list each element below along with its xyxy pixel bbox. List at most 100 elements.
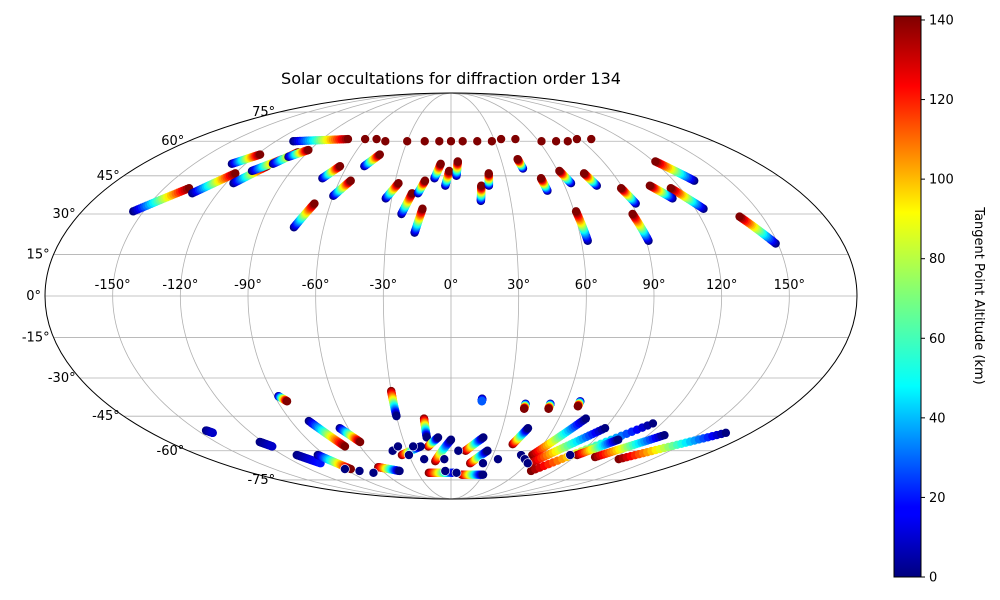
track-point bbox=[478, 470, 488, 479]
grid-meridian bbox=[112, 92, 452, 500]
track-point bbox=[660, 430, 669, 440]
track bbox=[424, 433, 443, 451]
occultation-point bbox=[434, 136, 445, 147]
track bbox=[555, 166, 576, 188]
track bbox=[289, 134, 353, 146]
occultation-point bbox=[536, 136, 547, 147]
longitude-tick-label: 150° bbox=[774, 278, 805, 293]
track bbox=[304, 416, 350, 451]
track-point bbox=[422, 433, 431, 442]
track bbox=[645, 181, 677, 203]
occultation-point bbox=[565, 450, 575, 460]
track-point bbox=[445, 166, 454, 176]
track bbox=[289, 199, 319, 232]
track-point bbox=[600, 423, 610, 433]
latitude-tick-label: 15° bbox=[27, 247, 50, 262]
track bbox=[441, 166, 454, 190]
colorbar-tick-label: 100 bbox=[929, 173, 954, 188]
track-point bbox=[513, 154, 522, 164]
occultation-point bbox=[572, 134, 582, 144]
track-point bbox=[519, 404, 529, 413]
track-point bbox=[340, 442, 350, 451]
track-point bbox=[395, 466, 404, 476]
longitude-tick-label: 120° bbox=[706, 278, 737, 293]
occultation-point bbox=[478, 458, 488, 469]
occultation-point bbox=[402, 136, 413, 147]
track-point bbox=[416, 442, 425, 451]
occultation-point bbox=[404, 450, 414, 460]
colorbar bbox=[893, 15, 922, 578]
occultation-point bbox=[451, 468, 462, 478]
occultation-point bbox=[371, 134, 382, 144]
track bbox=[544, 399, 555, 413]
track-point bbox=[355, 437, 365, 447]
tracks-layer bbox=[129, 134, 780, 479]
colorbar-tick-label: 0 bbox=[929, 571, 937, 586]
track-point bbox=[255, 150, 265, 159]
track-point bbox=[573, 402, 583, 411]
track bbox=[477, 394, 487, 406]
track bbox=[292, 450, 325, 468]
occultation-point bbox=[408, 441, 418, 452]
longitude-tick-label: -150° bbox=[95, 278, 131, 293]
occultation-point bbox=[493, 454, 503, 464]
track bbox=[360, 150, 385, 171]
occultation-point bbox=[586, 134, 597, 144]
track-point bbox=[418, 204, 427, 213]
occultation-point bbox=[419, 454, 429, 464]
track-point bbox=[616, 184, 626, 193]
track bbox=[430, 159, 445, 183]
latitude-tick-label: 45° bbox=[97, 169, 120, 184]
track bbox=[590, 430, 669, 462]
track bbox=[461, 433, 488, 455]
track-point bbox=[523, 423, 533, 433]
track bbox=[666, 184, 708, 213]
latitude-tick-label: -45° bbox=[92, 409, 120, 424]
longitude-tick-label: -60° bbox=[302, 278, 330, 293]
track bbox=[571, 207, 592, 245]
track bbox=[410, 204, 427, 237]
longitude-tick-label: 0° bbox=[444, 278, 459, 293]
longitude-tick-label: -120° bbox=[162, 278, 198, 293]
latitude-tick-label: -30° bbox=[48, 371, 76, 386]
track-point bbox=[446, 435, 456, 444]
occultation-point bbox=[360, 134, 370, 144]
track bbox=[526, 423, 610, 468]
track-point bbox=[343, 134, 353, 144]
track-point bbox=[420, 176, 430, 185]
track-point bbox=[571, 207, 581, 216]
latitude-tick-labels: -75° -60° -45° -30° -15° 0° 15° 30° 45° 60° 75° bbox=[22, 105, 275, 488]
track-point bbox=[208, 428, 217, 438]
track bbox=[651, 157, 699, 185]
occultation-point bbox=[340, 464, 350, 474]
longitude-tick-label: -90° bbox=[234, 278, 262, 293]
track-point bbox=[628, 209, 637, 219]
track bbox=[452, 157, 462, 181]
latitude-tick-label: 75° bbox=[252, 105, 275, 120]
track bbox=[476, 181, 486, 206]
occultation-point bbox=[419, 136, 430, 147]
colorbar-tick-label: 20 bbox=[929, 491, 946, 506]
track-point bbox=[555, 166, 564, 176]
track-point bbox=[651, 157, 660, 166]
track bbox=[616, 184, 640, 208]
colorbar-label: Tangent Point Altitude (km) bbox=[971, 206, 986, 384]
track-point bbox=[735, 212, 744, 221]
track-point bbox=[304, 145, 313, 155]
occultation-point bbox=[354, 466, 365, 476]
track bbox=[465, 446, 492, 468]
occultation-point bbox=[368, 468, 379, 478]
track-point bbox=[477, 397, 487, 406]
longitude-tick-label: 90° bbox=[642, 278, 665, 293]
track-point bbox=[394, 179, 403, 188]
track-point bbox=[479, 433, 488, 442]
track bbox=[129, 184, 194, 216]
longitude-tick-labels: -150° -120° -90° -60° -30° 0° 30° 60° 90° 120° 150… bbox=[95, 278, 805, 293]
track-point bbox=[346, 176, 355, 185]
track bbox=[572, 435, 623, 460]
track-point bbox=[536, 174, 546, 183]
longitude-tick-label: 30° bbox=[507, 278, 530, 293]
track-point bbox=[433, 433, 443, 442]
track bbox=[387, 386, 401, 421]
track-point bbox=[579, 169, 589, 178]
